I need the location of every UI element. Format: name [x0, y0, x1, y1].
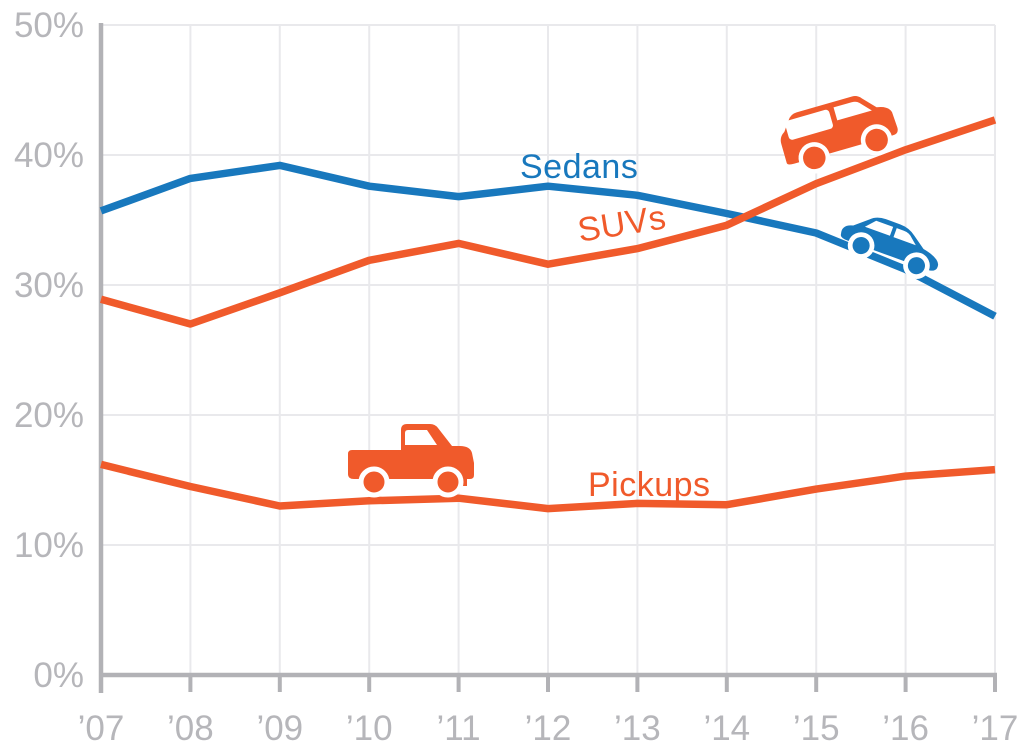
gridlines	[100, 24, 996, 675]
x-tick-label: ’08	[167, 709, 214, 745]
series-lines	[99, 116, 997, 513]
sedans-line	[99, 161, 997, 320]
pickups-line	[100, 460, 996, 513]
x-tick-label: ’16	[882, 709, 929, 745]
sedan-icon	[840, 217, 939, 279]
pickup-truck-icon	[348, 424, 474, 498]
x-tick-label: ’07	[78, 709, 125, 745]
x-tick-label: ’09	[256, 709, 303, 745]
y-tick-label: 30%	[14, 266, 84, 305]
sedans-series-label: Sedans	[520, 148, 639, 186]
x-tick-label: ’12	[525, 709, 572, 745]
x-tick-label: ’11	[437, 709, 481, 745]
y-tick-labels: 0% 10% 20% 30% 40% 50%	[14, 6, 84, 695]
axes	[98, 23, 997, 693]
y-tick-label: 20%	[14, 396, 84, 435]
vehicle-icons	[348, 96, 939, 498]
suvs-line	[100, 116, 997, 328]
x-tick-label: ’15	[793, 709, 840, 745]
y-tick-label: 40%	[14, 136, 84, 175]
x-tick-label: ’10	[346, 709, 393, 745]
y-tick-label: 10%	[14, 526, 84, 565]
x-tick-label: ’17	[972, 709, 1019, 745]
y-tick-label: 0%	[33, 656, 84, 695]
x-tick-label: ’14	[703, 709, 750, 745]
pickups-series-label: Pickups	[588, 466, 711, 504]
x-tick-labels: ’07 ’08 ’09 ’10 ’11 ’12 ’13 ’14 ’15 ’16 ’17	[78, 709, 1019, 745]
y-tick-label: 50%	[14, 6, 84, 45]
suv-icon	[780, 96, 898, 174]
x-tick-label: ’13	[614, 709, 661, 745]
